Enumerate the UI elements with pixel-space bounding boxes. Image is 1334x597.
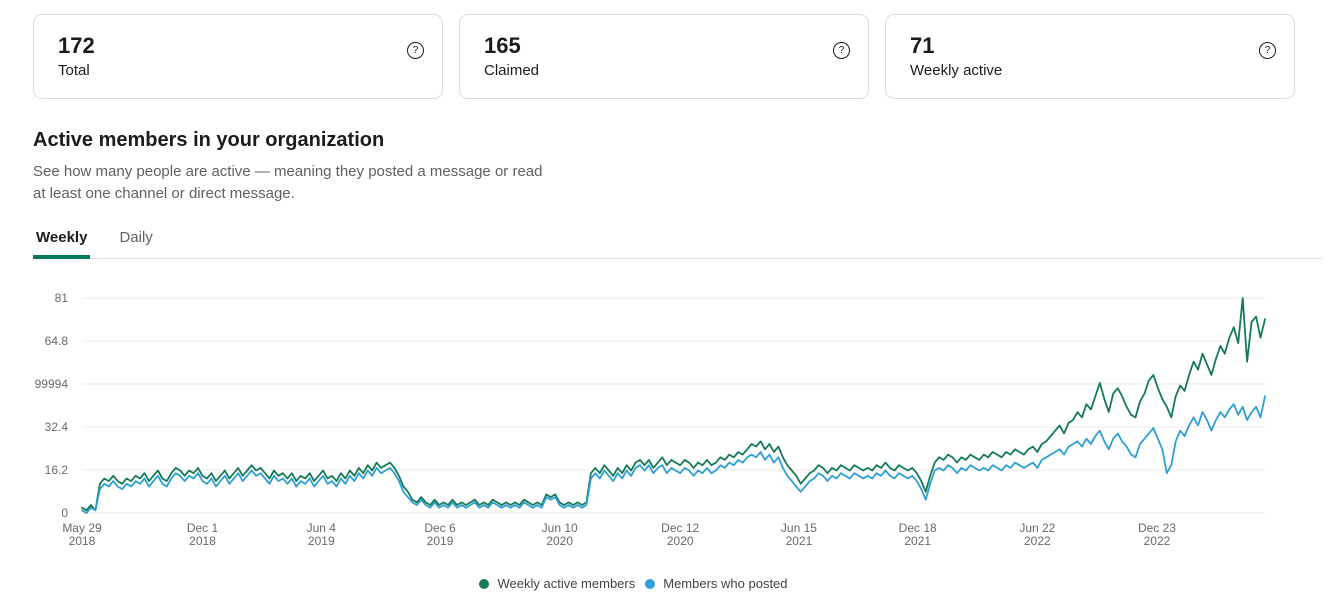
svg-text:32.4: 32.4: [45, 420, 69, 434]
section-description-line2: at least one channel or direct message.: [33, 185, 295, 202]
legend-label: Members who posted: [663, 576, 788, 591]
svg-text:0: 0: [61, 506, 68, 520]
svg-text:16.2: 16.2: [45, 463, 69, 477]
active-members-section: Active members in your organization See …: [33, 129, 1334, 205]
help-icon[interactable]: ?: [1259, 42, 1276, 59]
tab-daily[interactable]: Daily: [119, 229, 153, 246]
svg-text:99994: 99994: [35, 377, 69, 391]
legend-dot-green-icon: [479, 578, 490, 589]
stat-label: Weekly active: [910, 61, 1003, 79]
section-title: Active members in your organization: [33, 129, 385, 151]
stat-value: 71: [910, 33, 935, 58]
stat-label: Total: [58, 61, 90, 79]
interval-tabs: Weekly Daily: [33, 223, 1322, 259]
stat-value: 172: [58, 33, 95, 58]
stat-cards-row: 172 Total ? 165 Claimed ? 71 Weekly acti…: [33, 14, 1334, 99]
legend-label: Weekly active members: [497, 576, 636, 591]
stat-card-total: 172 Total ?: [33, 14, 443, 99]
stat-value: 165: [484, 33, 521, 58]
svg-text:81: 81: [55, 291, 69, 305]
section-description-line1: See how many people are active — meaning…: [33, 163, 543, 180]
svg-text:64.8: 64.8: [45, 334, 69, 348]
legend-item-members-posted: Members who posted: [645, 576, 788, 591]
tab-weekly[interactable]: Weekly: [33, 223, 91, 259]
active-members-chart: 81 64.8 99994 32.4 16.2 0 May 29 2018 Dec 1 2018 J…: [33, 285, 1300, 568]
help-icon[interactable]: ?: [833, 42, 850, 59]
stat-card-weekly-active: 71 Weekly active ?: [885, 14, 1295, 99]
legend-item-weekly-active: Weekly active members: [479, 576, 635, 591]
stat-label: Claimed: [484, 61, 540, 79]
legend-dot-blue-icon: [645, 578, 656, 589]
section-description: See how many people are active — meaning…: [33, 161, 1334, 205]
help-icon[interactable]: ?: [407, 42, 424, 59]
chart-legend: Weekly active members Members who posted: [0, 576, 1267, 591]
stat-card-claimed: 165 Claimed ?: [459, 14, 869, 99]
